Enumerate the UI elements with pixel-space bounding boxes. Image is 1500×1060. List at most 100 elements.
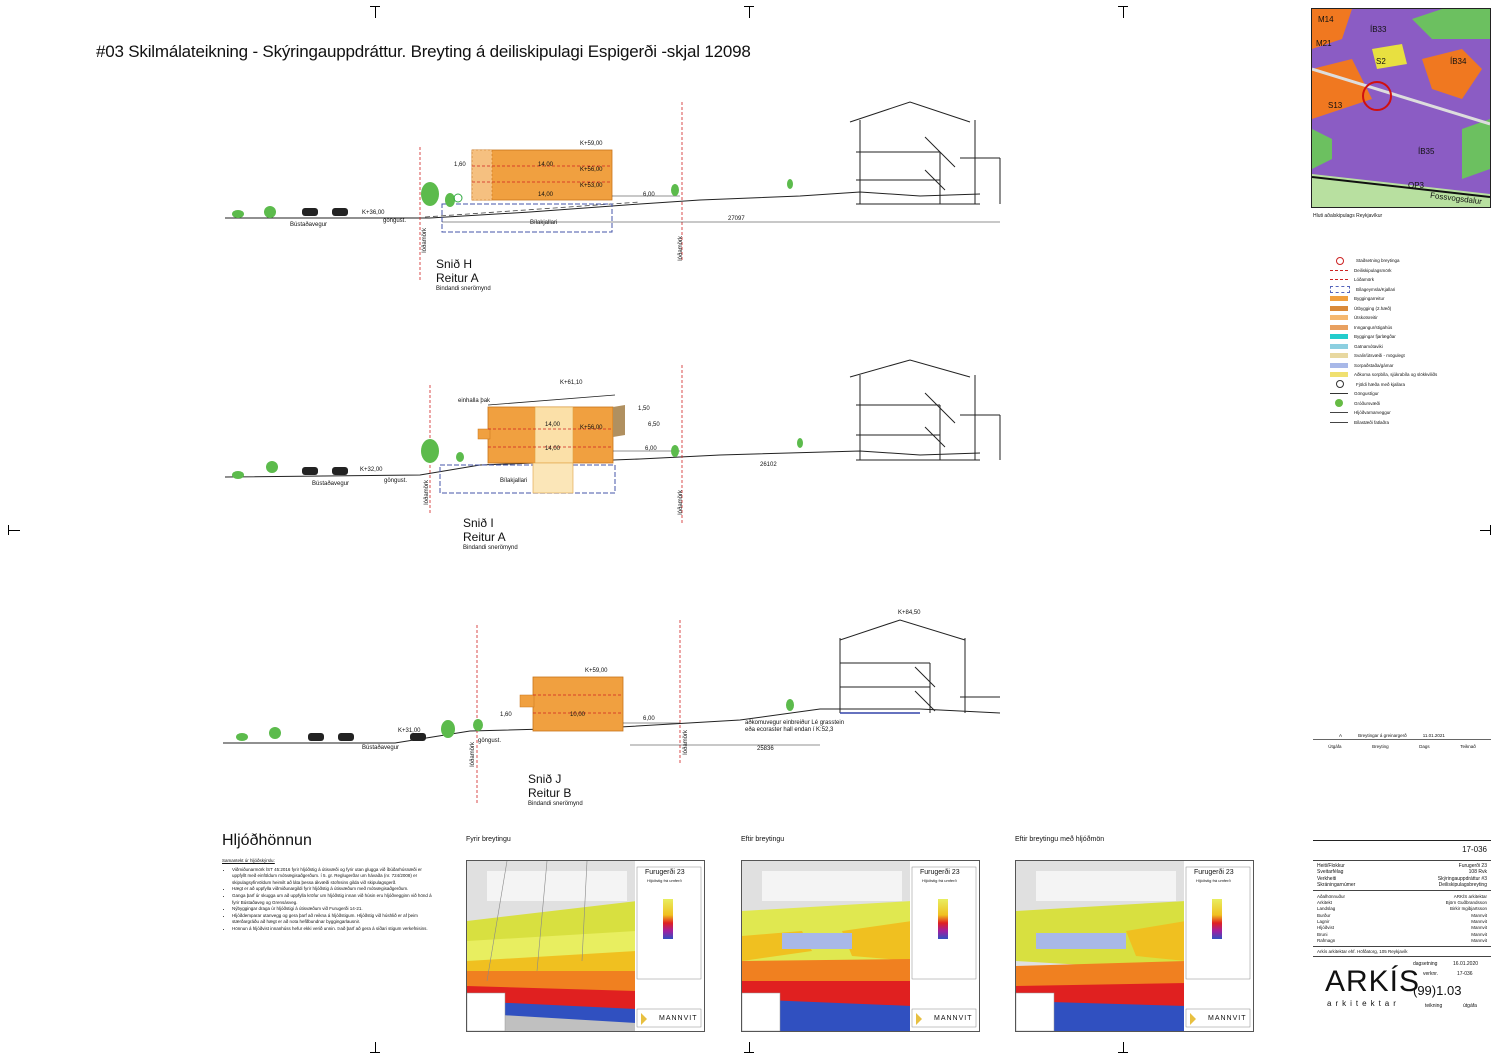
info-key: Skráningarnúmer xyxy=(1317,882,1356,889)
verk-label: verknr. xyxy=(1423,970,1439,977)
noise-title: Hljóðhönnun xyxy=(222,832,312,849)
revision-col: Teiknað xyxy=(1460,744,1476,749)
legend-swatch xyxy=(1330,305,1348,311)
noise-bullet: Nýbyggingar draga úr hljóðstigi á útisvæ… xyxy=(232,906,434,913)
noise-map-drawing xyxy=(742,861,979,1031)
revision-table: A Breytingar á greinargerð 11.01.2021 Út… xyxy=(1313,733,1491,749)
map-label: ÍB35 xyxy=(1418,147,1435,156)
section-h-caption: Snið H Reitur A Bindandi snerömynd xyxy=(436,257,491,293)
section-h-length: 27097 xyxy=(728,216,745,222)
noise-map-brand: MANNVIT xyxy=(1208,1015,1247,1022)
legend-swatch xyxy=(1330,343,1348,349)
legend-swatch xyxy=(1330,362,1348,368)
section-j-caption: Snið J Reitur B Bindandi snerömynd xyxy=(528,772,583,808)
info-value: 108 Rvk xyxy=(1468,869,1487,876)
section-i-length: 26102 xyxy=(760,462,777,468)
noise-map-brand: MANNVIT xyxy=(934,1015,973,1022)
noise-map-drawing xyxy=(467,861,704,1031)
legend-item: Aðkoma sorpbíla, sjúkrabíla og slökkvili… xyxy=(1330,370,1490,380)
legend-label: Útbygging (2.hæð) xyxy=(1354,305,1392,311)
project-info-row: Heiti/Flokkur Furugerði 23 xyxy=(1317,863,1487,869)
legend-label: Fjöldi hæða með kjallara xyxy=(1356,381,1406,387)
crop-mark xyxy=(375,6,376,18)
designer-name: Björn Guðbrandsson xyxy=(1445,900,1487,906)
legend-item: Inngangur/stigahús xyxy=(1330,323,1490,333)
designer-row: Rafmagn Mannvit xyxy=(1317,937,1487,943)
noise-bullet: Hönnun á hljóðvist innanhúss hefur ekki … xyxy=(232,926,434,933)
noise-map-box-sub: Hljóðstig frá umferð xyxy=(647,878,682,883)
legend-item: Sorpaðstaða/gámar xyxy=(1330,361,1490,371)
section-h-dim: 14,00 xyxy=(538,192,554,198)
noise-bullet: Hljóðdemparar utanvegg og gera þarf að r… xyxy=(232,913,434,926)
legend-swatch xyxy=(1336,380,1344,389)
section-h-dim: 14,00 xyxy=(538,162,554,168)
section-i-dim: 14,00 xyxy=(545,422,561,428)
section-h-name: Snið H xyxy=(436,257,473,271)
legend-swatch xyxy=(1330,296,1348,302)
map-label: S13 xyxy=(1328,101,1343,110)
legend-label: Aðkoma sorpbíla, sjúkrabíla og slökkvili… xyxy=(1354,372,1438,378)
legend-label: Inngangur/stigahús xyxy=(1354,324,1393,330)
legend-item: Byggingarreitur xyxy=(1330,294,1490,304)
legend-swatch xyxy=(1330,372,1348,378)
section-i-dim: 1,50 xyxy=(638,406,650,412)
crop-mark xyxy=(749,1042,750,1053)
section-h-road: Bústaðavegur xyxy=(290,222,328,228)
map-label: M14 xyxy=(1318,15,1334,24)
designer-name: Birkir Ingibjartsson xyxy=(1449,906,1487,912)
noise-map-caption: Fyrir breytingu xyxy=(466,836,511,843)
noise-map-box-title: Furugerði 23 xyxy=(920,869,960,876)
noise-map-before: Furugerði 23 Hljóðstig frá umferð MANNVI… xyxy=(466,860,705,1032)
section-h-level: K+36,00 xyxy=(362,210,385,216)
location-map-drawing xyxy=(1312,9,1490,207)
section-j-lodamork-right: lóðamörk xyxy=(683,730,689,755)
legend-label: Sorpaðstaða/gámar xyxy=(1354,362,1394,368)
section-h-path: göngust. xyxy=(383,218,407,224)
section-j-lodamork: lóðamörk xyxy=(470,742,476,767)
section-j-dim: 10,00 xyxy=(570,712,586,718)
designer-name: Mannvit xyxy=(1471,919,1487,925)
legend-item: Gatnamótaviki xyxy=(1330,342,1490,352)
map-label: ÍB34 xyxy=(1450,57,1467,66)
section-j-dim: 1,60 xyxy=(500,712,512,718)
company-logo-sub: arkitektar xyxy=(1327,998,1400,1008)
designers: Aðalhönnuður ARKÍS arkitektar Arkitekt Bjö… xyxy=(1313,890,1491,945)
designer-row: Hljóðvist Mannvit xyxy=(1317,925,1487,931)
map-label: ÍB33 xyxy=(1370,25,1387,34)
map-label: M21 xyxy=(1316,39,1332,48)
designer-role: Lagnir xyxy=(1317,919,1330,925)
legend-item: Staðsetning breytinga xyxy=(1330,256,1490,266)
legend-label: Hljóðvarnarveggur xyxy=(1354,410,1391,416)
designer-row: Arkitekt Björn Guðbrandsson xyxy=(1317,899,1487,905)
legend-item: Göngustígur xyxy=(1330,389,1490,399)
section-i-dim: 6,50 xyxy=(648,422,660,428)
section-j-dim: 6,00 xyxy=(643,716,655,722)
section-h-dim: 1,60 xyxy=(454,162,466,168)
designer-role: Burður xyxy=(1317,912,1331,918)
section-i-dim: 6,00 xyxy=(645,446,657,452)
map-label: OP3 xyxy=(1408,181,1425,190)
section-h-level: K+59,00 xyxy=(580,141,603,147)
noise-map-after: Furugerði 23 Hljóðstig frá umferð MANNVI… xyxy=(741,860,980,1032)
legend-item: Útskotsreitir xyxy=(1330,313,1490,323)
crop-mark xyxy=(8,530,20,531)
revision-code: A xyxy=(1339,733,1343,738)
revision-row: A Breytingar á greinargerð 11.01.2021 xyxy=(1313,733,1491,740)
location-map-caption: Hluti aðalskipulags Reykjavíkur xyxy=(1313,213,1383,219)
designer-role: Landslag xyxy=(1317,906,1336,912)
project-number: 17-036 xyxy=(1462,845,1487,854)
designer-row: Lagnir Mannvit xyxy=(1317,918,1487,924)
info-key: Verkheiti xyxy=(1317,875,1337,882)
crop-mark xyxy=(749,6,750,18)
legend: Staðsetning breytinga Deiliskipulagsmörk… xyxy=(1330,256,1490,427)
legend-item: Gróðursvæði xyxy=(1330,399,1490,409)
legend-item: Fjöldi hæða með kjallara xyxy=(1330,380,1490,390)
noise-map-brand: MANNVIT xyxy=(659,1015,698,1022)
designer-name: Mannvit xyxy=(1471,937,1487,943)
sheet-label: teikning xyxy=(1425,1002,1443,1009)
noise-map-box-sub: Hljóðstig frá umferð xyxy=(1196,878,1231,883)
project-info-row: Verkheiti Skýringauppdráttur #3 xyxy=(1317,876,1487,882)
section-i-reitur: Reitur A xyxy=(463,530,506,544)
company-address: Arkís arkitektar ehf. Höfðatorg, 105 Rey… xyxy=(1313,945,1491,956)
legend-swatch xyxy=(1335,399,1343,408)
